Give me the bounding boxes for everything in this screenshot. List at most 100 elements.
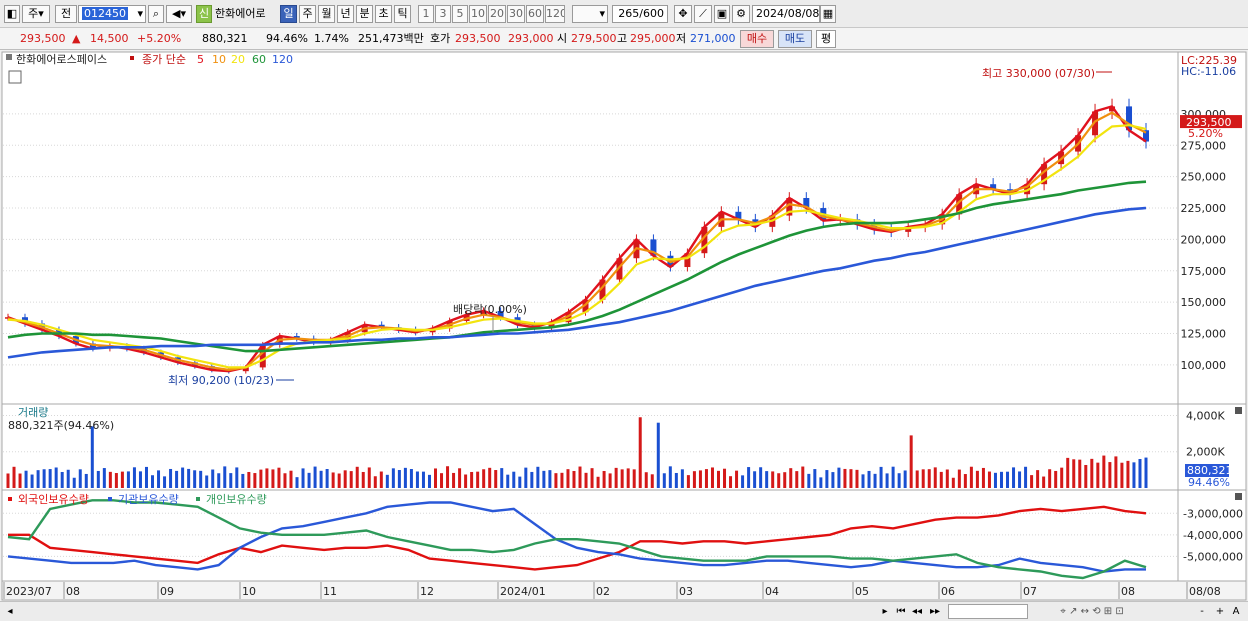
volume-bar: [367, 467, 371, 488]
layout-icon[interactable]: ◧: [4, 5, 20, 23]
volume-bar: [163, 476, 167, 488]
legend-marker: [6, 54, 12, 60]
volume-bar: [1048, 469, 1052, 488]
volume-bar: [1132, 462, 1136, 488]
volume-bar: [1144, 457, 1148, 488]
volume-bar: [614, 467, 618, 488]
play-icon[interactable]: ▸: [882, 606, 888, 617]
volume-bar: [295, 477, 299, 488]
holders-legend-2: 개인보유수량: [206, 493, 267, 506]
candle-body: [1126, 106, 1133, 131]
market-select[interactable]: 주▾: [22, 5, 50, 23]
first-icon[interactable]: ⏮: [896, 606, 906, 617]
volume-bar: [981, 467, 985, 488]
zoom-in-button[interactable]: +: [1215, 606, 1225, 617]
candle-body: [1041, 164, 1048, 185]
candle-body: [701, 226, 708, 254]
tab-period-0[interactable]: 일: [280, 5, 297, 23]
tab-interval-10[interactable]: 10: [469, 5, 487, 23]
prev-icon[interactable]: ◂◂: [911, 606, 923, 617]
prev-button[interactable]: 전: [55, 5, 77, 23]
volume-value: 880,321: [202, 32, 248, 45]
tab-period-4[interactable]: 분: [356, 5, 373, 23]
volume-bar: [60, 471, 64, 488]
date-input[interactable]: 2024/08/08: [752, 5, 820, 23]
search-icon[interactable]: ⌕: [148, 5, 164, 23]
holders-line-0: [8, 505, 1147, 571]
tab-period-6[interactable]: 틱: [394, 5, 411, 23]
volume-bar: [945, 469, 949, 488]
volume-bar: [1030, 475, 1034, 488]
volume-bar: [957, 469, 961, 488]
crosshair-icon[interactable]: ✥: [674, 5, 692, 23]
current-price: 293,500: [20, 32, 66, 45]
tab-interval-20[interactable]: 20: [488, 5, 506, 23]
volume-bar: [975, 470, 979, 488]
tool-icons[interactable]: ⌖ ↗ ↔ ⟲ ⊞ ⊡: [1060, 606, 1124, 617]
market-label: 주: [28, 7, 39, 20]
volume-bar: [283, 473, 287, 488]
auto-scale-button[interactable]: A: [1232, 606, 1240, 617]
tab-period-3[interactable]: 년: [337, 5, 354, 23]
volume-bar: [572, 470, 576, 488]
volume-bar: [452, 472, 456, 488]
volume-bar: [343, 470, 347, 488]
code-input[interactable]: 012450 ▾: [78, 5, 146, 23]
tab-interval-60[interactable]: 60: [526, 5, 544, 23]
zoom-out-button[interactable]: -: [1200, 606, 1204, 617]
interval-select[interactable]: ▾: [572, 5, 608, 23]
scrollbar[interactable]: ◂ ▸ ⏮ ◂◂ ▸▸ ⌖ ↗ ↔ ⟲ ⊞ ⊡ - + A: [0, 601, 1248, 621]
candle-body: [803, 198, 810, 209]
volume-bar: [415, 471, 419, 488]
volume-bar: [6, 473, 10, 488]
count-input[interactable]: 265/600: [612, 5, 668, 23]
volume-bar: [313, 466, 317, 488]
volume-bar: [78, 469, 82, 488]
volume-bar: [1138, 459, 1142, 488]
volume-bar: [861, 474, 865, 488]
tab-interval-120[interactable]: 120: [545, 5, 565, 23]
volume-bar: [1036, 470, 1040, 488]
scroll-left-icon[interactable]: ◂: [7, 606, 13, 617]
open-label: 시: [557, 32, 568, 45]
holders-axis: [1177, 489, 1247, 582]
range-slider[interactable]: [948, 604, 1028, 619]
speaker-icon[interactable]: ◀▾: [166, 5, 192, 23]
tab-interval-5[interactable]: 5: [452, 5, 468, 23]
draw-icon[interactable]: ⟋: [694, 5, 712, 23]
volume-bar: [72, 477, 76, 488]
gear-icon[interactable]: ⚙: [732, 5, 750, 23]
volume-bar: [602, 470, 606, 488]
volume-bar: [259, 469, 263, 488]
price-tag: [1180, 115, 1242, 129]
tab-interval-3[interactable]: 3: [435, 5, 451, 23]
pane-close-icon: [1235, 407, 1242, 414]
volume-bar: [686, 475, 690, 488]
volume-bar: [698, 470, 702, 488]
tab-period-1[interactable]: 주: [299, 5, 316, 23]
sell-button[interactable]: 매도: [778, 30, 812, 48]
volume-bar: [596, 476, 600, 488]
tab-interval-30[interactable]: 30: [507, 5, 525, 23]
candle-body: [735, 211, 742, 220]
next-icon[interactable]: ▸▸: [929, 606, 941, 617]
min-annotation: 최저 90,200 (10/23): [168, 374, 274, 387]
volume-bar: [536, 466, 540, 488]
volume-bar: [223, 466, 227, 488]
candle-body: [616, 258, 623, 280]
save-icon[interactable]: ▣: [714, 5, 730, 23]
holders-tick-label: -4,000,000: [1183, 529, 1243, 542]
turnover: 1.74%: [314, 32, 349, 45]
volume-bar: [554, 473, 558, 488]
calendar-icon[interactable]: ▦: [820, 5, 836, 23]
volume-bar: [632, 469, 636, 488]
count-value: 265: [618, 7, 640, 20]
tab-period-5[interactable]: 초: [375, 5, 392, 23]
tab-period-2[interactable]: 월: [318, 5, 335, 23]
volume-bar: [668, 466, 672, 488]
eval-button[interactable]: 평: [816, 30, 836, 48]
y-tick-label: 125,000: [1181, 328, 1227, 341]
tab-interval-1[interactable]: 1: [418, 5, 434, 23]
buy-button[interactable]: 매수: [740, 30, 774, 48]
